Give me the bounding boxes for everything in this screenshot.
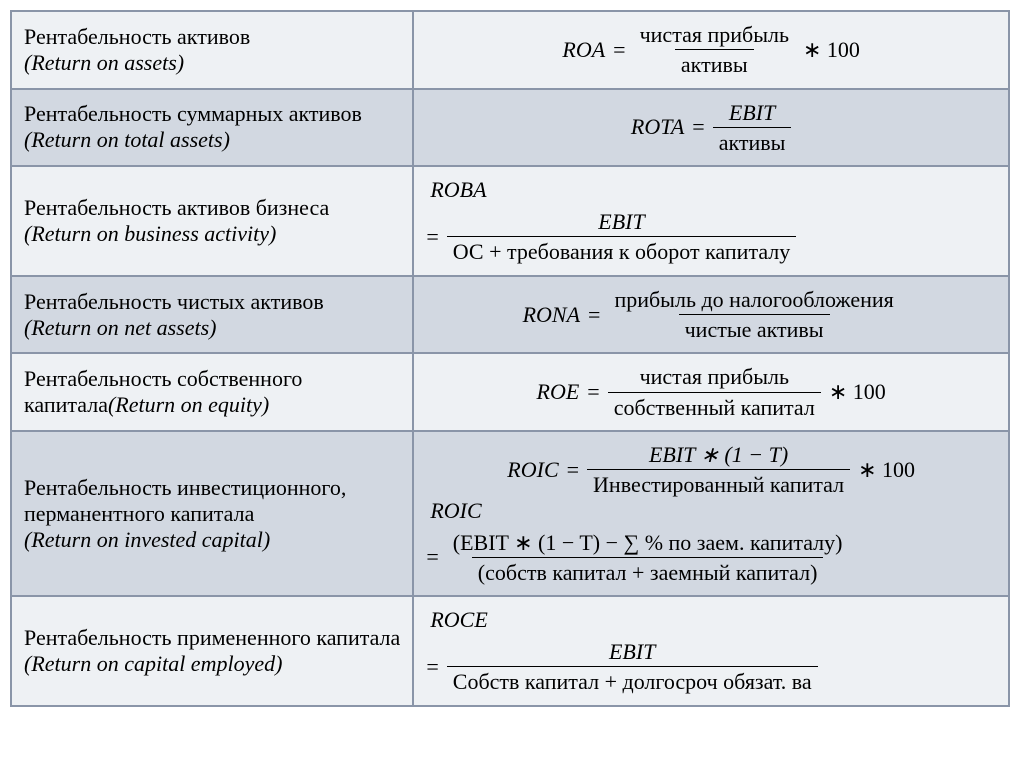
formula-cell: RONA = прибыль до налогообложениячистые … bbox=[413, 276, 1009, 354]
table-row: Рентабельность чистых активов(Return on … bbox=[11, 276, 1009, 354]
metric-name-cell: Рентабельность собственного капитала(Ret… bbox=[11, 353, 413, 431]
metrics-table: Рентабельность активов(Return on assets)… bbox=[10, 10, 1010, 707]
formula-cell: ROE = чистая прибыльсобственный капитал … bbox=[413, 353, 1009, 431]
formula-cell: ROBA = EBITОС + требования к оборот капи… bbox=[413, 166, 1009, 276]
metric-en: (Return on business activity) bbox=[24, 221, 400, 247]
formula-cell: ROCE = EBITСобств капитал + долгосроч об… bbox=[413, 596, 1009, 706]
metric-name-cell: Рентабельность активов бизнеса(Return on… bbox=[11, 166, 413, 276]
formula-cell: ROTA = EBITактивы bbox=[413, 89, 1009, 167]
metric-ru: Рентабельность инвестиционного, перманен… bbox=[24, 475, 400, 527]
metric-ru: Рентабельность суммарных активов bbox=[24, 101, 400, 127]
table-row: Рентабельность собственного капитала(Ret… bbox=[11, 353, 1009, 431]
metric-en: (Return on assets) bbox=[24, 50, 400, 76]
table-row: Рентабельность активов(Return on assets)… bbox=[11, 11, 1009, 89]
metric-name-cell: Рентабельность суммарных активов(Return … bbox=[11, 89, 413, 167]
metric-en: (Return on capital employed) bbox=[24, 651, 400, 677]
metric-ru: Рентабельность примененного капитала bbox=[24, 625, 400, 651]
table-row: Рентабельность инвестиционного, перманен… bbox=[11, 431, 1009, 596]
metric-en: (Return on total assets) bbox=[24, 127, 400, 153]
metric-en: (Return on invested capital) bbox=[24, 527, 400, 553]
metric-en: (Return on net assets) bbox=[24, 315, 400, 341]
table-row: Рентабельность примененного капитала(Ret… bbox=[11, 596, 1009, 706]
metric-ru: Рентабельность активов бизнеса bbox=[24, 195, 400, 221]
metric-en: (Return on equity) bbox=[108, 392, 269, 417]
table-row: Рентабельность активов бизнеса(Return on… bbox=[11, 166, 1009, 276]
metric-name-cell: Рентабельность инвестиционного, перманен… bbox=[11, 431, 413, 596]
formula-cell: ROIC = EBIT ∗ (1 − T)Инвестированный кап… bbox=[413, 431, 1009, 596]
metric-name-cell: Рентабельность примененного капитала(Ret… bbox=[11, 596, 413, 706]
metric-ru: Рентабельность чистых активов bbox=[24, 289, 400, 315]
table-row: Рентабельность суммарных активов(Return … bbox=[11, 89, 1009, 167]
formula-cell: ROA = чистая прибыльактивы ∗ 100 bbox=[413, 11, 1009, 89]
metric-name-cell: Рентабельность активов(Return on assets) bbox=[11, 11, 413, 89]
metric-ru: Рентабельность активов bbox=[24, 24, 400, 50]
metric-name-cell: Рентабельность чистых активов(Return on … bbox=[11, 276, 413, 354]
